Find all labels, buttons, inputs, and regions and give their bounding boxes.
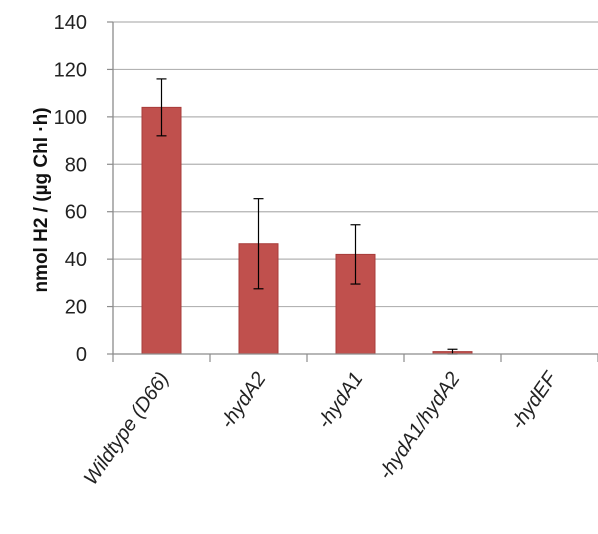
category-label: -hydA1 [313,368,367,433]
category-label: -hydA2 [216,368,270,433]
category-label: -hydEF [507,367,563,434]
axes [112,22,598,355]
y-axis-ticks: 0 20 40 60 80 100 120 140 [54,12,113,366]
y-tick-label: 100 [54,107,87,129]
gridlines [113,21,598,308]
y-tick-label: 60 [65,202,87,224]
y-tick-label: 140 [54,12,87,34]
bar [141,106,182,355]
y-tick-label: 80 [65,154,87,176]
y-axis-label: nmol H2 / (µg Chl ·h) [31,107,52,292]
y-tick-label: 20 [65,297,87,319]
bars [141,106,473,355]
error-bars [156,78,458,355]
x-axis-ticks [112,354,598,362]
category-label: Wildtype (D66) [80,368,174,489]
category-labels: Wildtype (D66) -hydA2 -hydA1 -hydA1/hydA2 -h… [80,367,563,489]
y-tick-label: 40 [65,249,87,271]
y-tick-label: 120 [54,59,87,81]
category-label: -hydA1/hydA2 [375,368,465,484]
y-tick-label: 0 [76,344,87,366]
